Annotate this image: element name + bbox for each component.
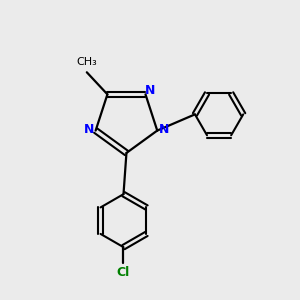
Text: CH₃: CH₃ xyxy=(76,57,97,67)
Text: N: N xyxy=(84,123,94,136)
Text: Cl: Cl xyxy=(117,266,130,279)
Text: N: N xyxy=(145,84,155,97)
Text: N: N xyxy=(158,123,169,136)
